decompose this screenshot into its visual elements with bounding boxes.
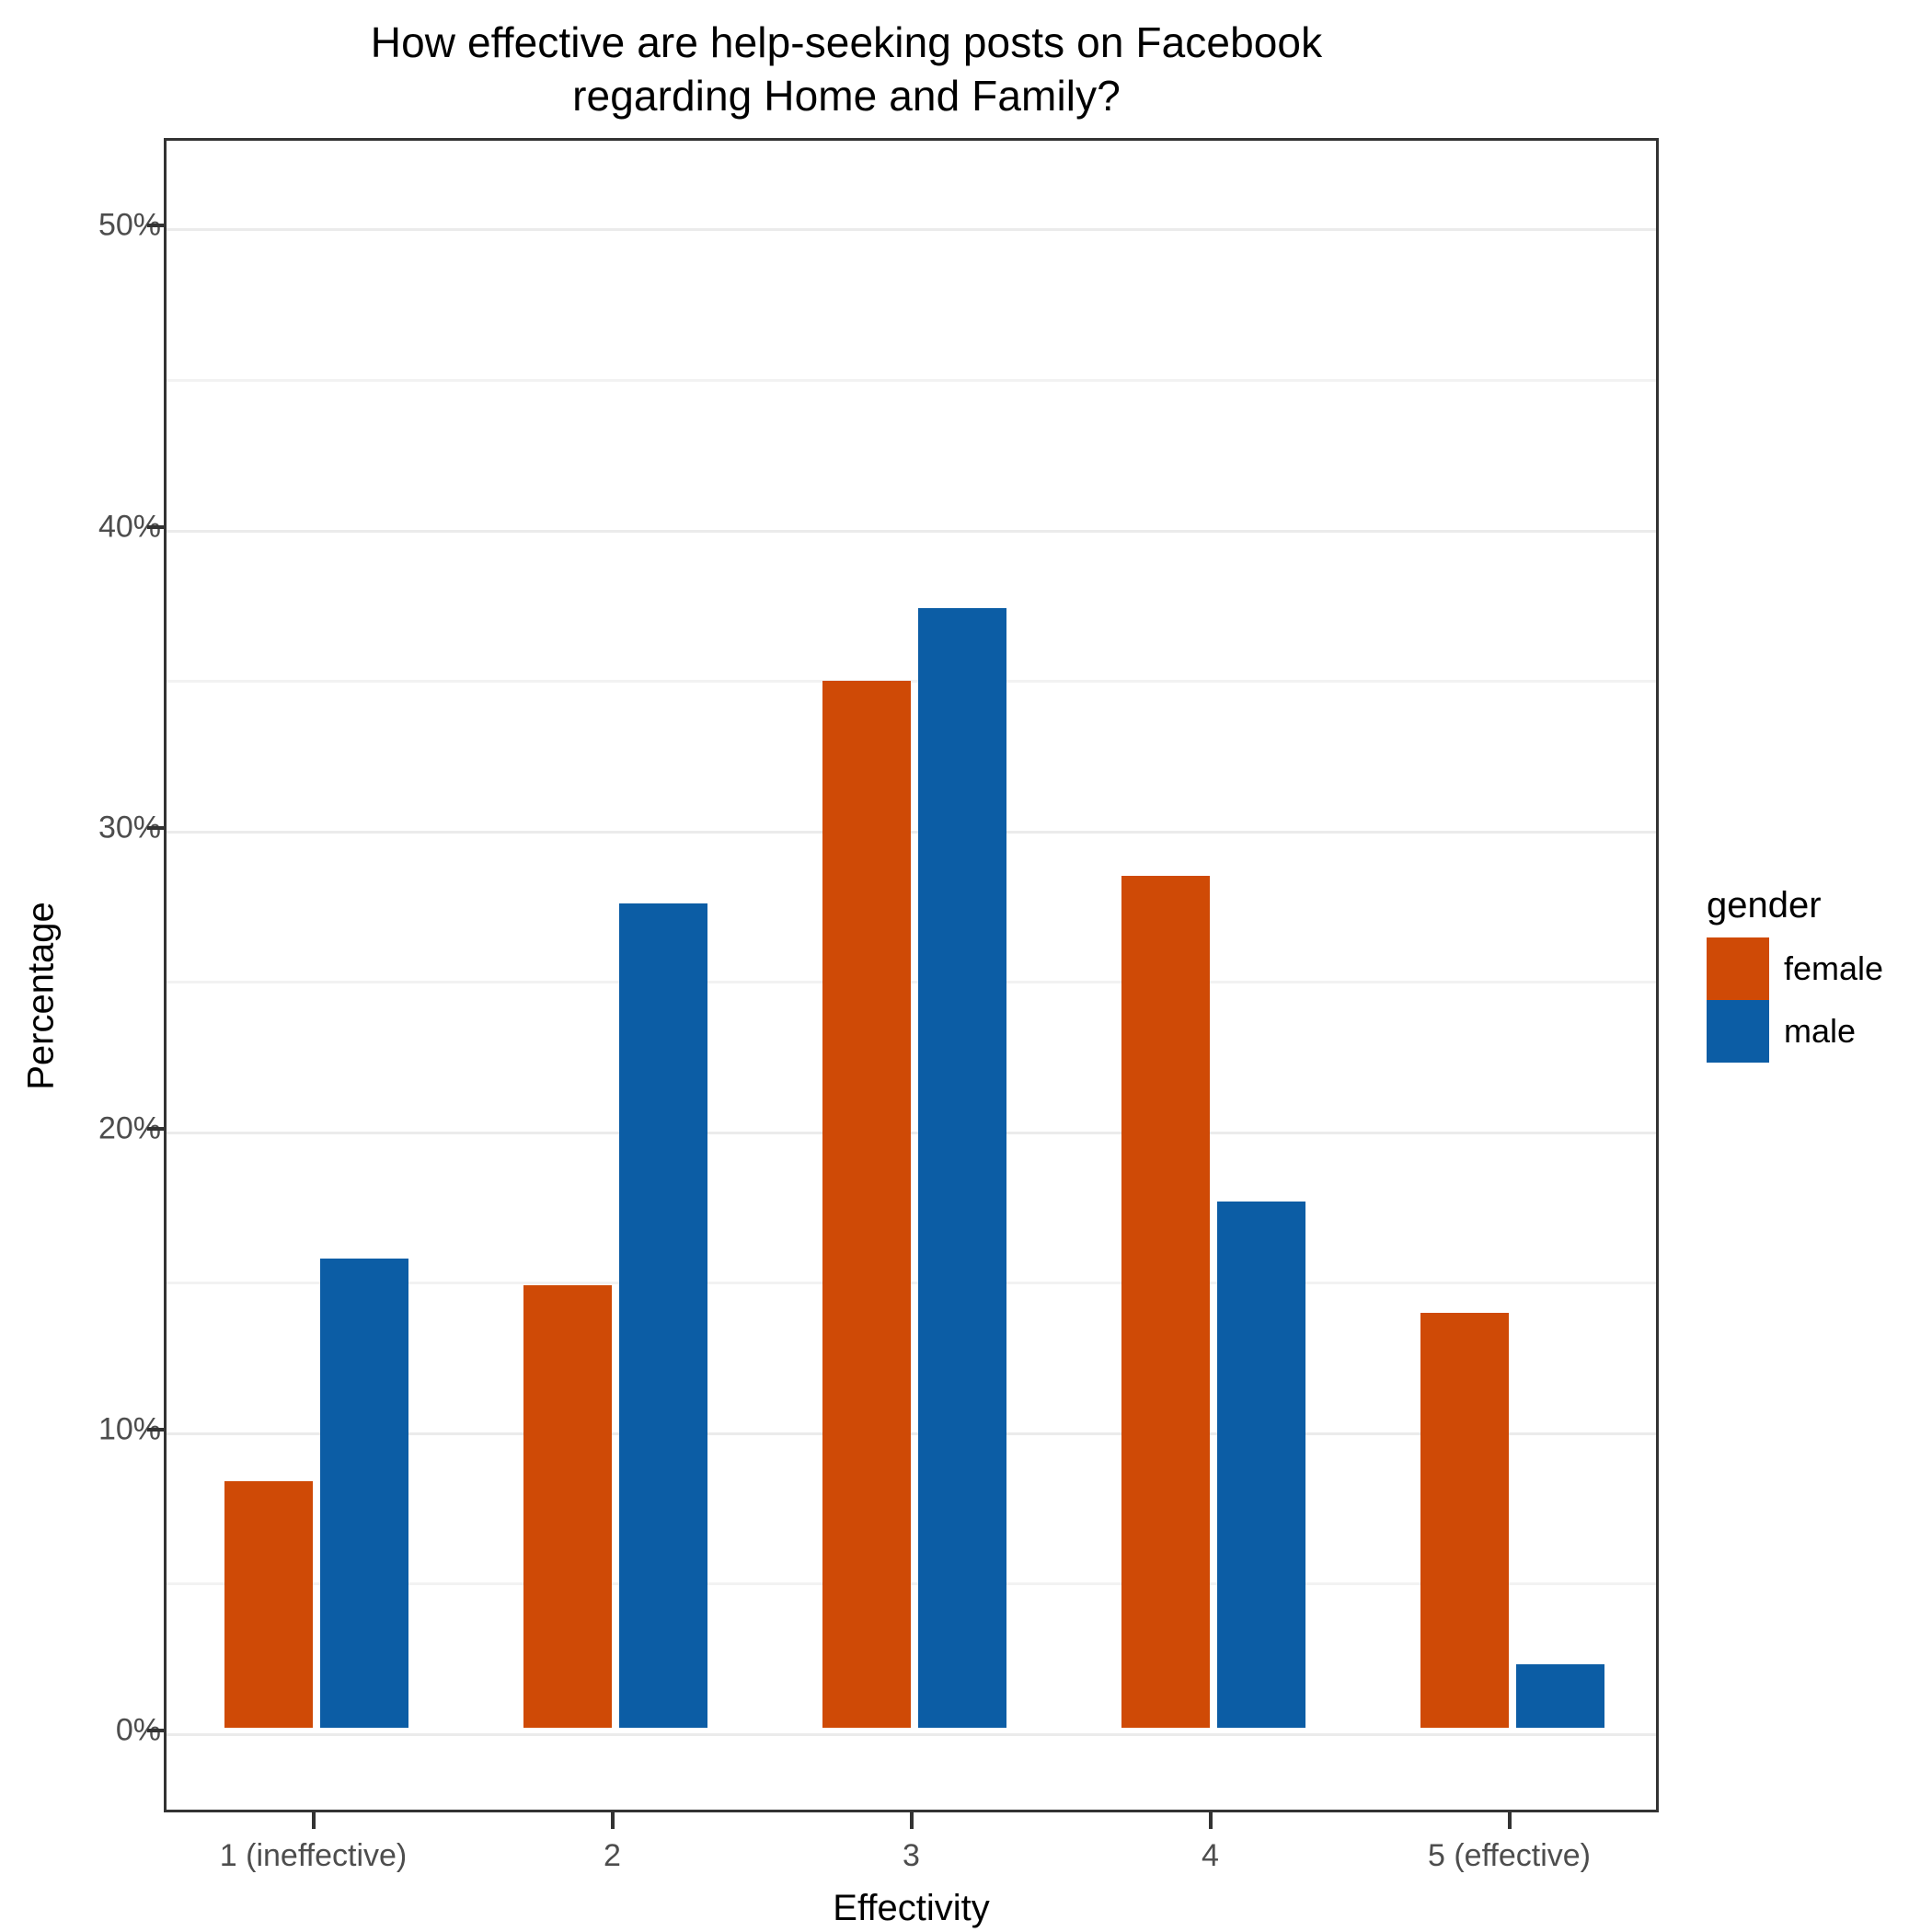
page-title: How effective are help-seeking posts on … bbox=[0, 17, 1693, 122]
gridline-major bbox=[167, 1432, 1656, 1435]
gridline-minor bbox=[167, 1282, 1656, 1285]
bar-male-5[interactable] bbox=[1515, 1664, 1604, 1728]
gridline-major bbox=[167, 1733, 1656, 1736]
bar-female-1[interactable] bbox=[224, 1480, 313, 1728]
x-tick-label: 1 (ineffective) bbox=[219, 1838, 408, 1873]
bar-male-3[interactable] bbox=[917, 608, 1006, 1728]
legend-title: gender bbox=[1707, 885, 1822, 926]
y-tick-mark bbox=[147, 1427, 164, 1432]
x-tick-mark bbox=[1507, 1812, 1512, 1829]
y-tick-mark bbox=[147, 825, 164, 830]
x-tick-mark bbox=[909, 1812, 914, 1829]
gridline-major bbox=[167, 1131, 1656, 1134]
gridline-major bbox=[167, 228, 1656, 232]
x-tick-label: 5 (effective) bbox=[1427, 1838, 1592, 1873]
bar-male-4[interactable] bbox=[1216, 1201, 1305, 1728]
bar-female-3[interactable] bbox=[822, 680, 911, 1728]
legend-swatch-female-icon bbox=[1707, 937, 1769, 1000]
page-title-line-1: How effective are help-seeking posts on … bbox=[370, 18, 1323, 66]
bar-group-container bbox=[167, 141, 1656, 1810]
y-tick-mark bbox=[147, 524, 164, 529]
legend: gender female male bbox=[1707, 885, 1883, 1063]
gridline-minor bbox=[167, 1582, 1656, 1586]
bar-female-4[interactable] bbox=[1121, 876, 1210, 1728]
bar-male-2[interactable] bbox=[618, 903, 707, 1728]
legend-swatch-male-icon bbox=[1707, 1000, 1769, 1063]
bar-female-5[interactable] bbox=[1420, 1312, 1509, 1728]
x-tick-mark bbox=[1208, 1812, 1213, 1829]
x-tick-label: 4 bbox=[1202, 1838, 1219, 1873]
gridline-major bbox=[167, 529, 1656, 533]
gridline-minor bbox=[167, 680, 1656, 684]
x-tick-mark bbox=[610, 1812, 615, 1829]
plot-panel bbox=[164, 138, 1659, 1812]
x-tick-mark bbox=[311, 1812, 316, 1829]
x-tick-label: 3 bbox=[903, 1838, 920, 1873]
page-title-line-2: regarding Home and Family? bbox=[572, 71, 1121, 120]
x-axis-title: Effectivity bbox=[833, 1888, 990, 1928]
gridline-minor bbox=[167, 378, 1656, 382]
x-tick-label: 2 bbox=[604, 1838, 621, 1873]
gridline-major bbox=[167, 830, 1656, 834]
bar-male-1[interactable] bbox=[319, 1258, 408, 1728]
gridline-minor bbox=[167, 981, 1656, 984]
y-axis-title: Percentage bbox=[20, 902, 62, 1090]
legend-label-female: female bbox=[1784, 949, 1884, 987]
bar-female-2[interactable] bbox=[523, 1285, 612, 1728]
legend-item-female[interactable]: female bbox=[1707, 937, 1883, 1000]
y-tick-mark bbox=[147, 224, 164, 228]
y-tick-mark bbox=[147, 1126, 164, 1131]
legend-item-male[interactable]: male bbox=[1707, 1000, 1883, 1063]
y-tick-mark bbox=[147, 1729, 164, 1732]
legend-label-male: male bbox=[1784, 1012, 1857, 1050]
